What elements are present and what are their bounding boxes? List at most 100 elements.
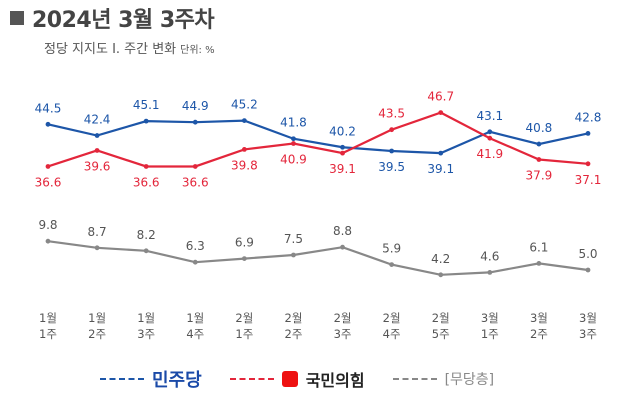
data-label-dem: 39.1: [427, 162, 454, 176]
data-label-none: 4.2: [431, 252, 450, 266]
x-tick-label: 1월 2주: [88, 311, 106, 341]
x-tick-label: 1월 4주: [186, 311, 204, 341]
data-point-none: [585, 267, 591, 273]
data-label-ppp: 36.6: [133, 175, 160, 189]
data-label-dem: 45.1: [133, 98, 160, 112]
legend-item-dem: 민주당: [100, 366, 202, 392]
data-point-none: [340, 244, 345, 250]
data-point-none: [389, 262, 395, 267]
data-point-ppp: [389, 127, 395, 133]
legend-label-none: [무당층]: [444, 372, 495, 388]
legend-line-none-icon: [392, 378, 437, 380]
chart-title-text: 2024년 3월 3주차: [32, 8, 215, 33]
data-label-ppp: 37.1: [575, 173, 602, 187]
data-label-none: 7.5: [284, 232, 303, 246]
data-point-dem: [438, 150, 444, 156]
data-label-ppp: 37.9: [526, 169, 553, 183]
x-tick-label: 2월 3주: [334, 311, 352, 341]
legend-label-ppp: 국민의힘: [305, 371, 365, 390]
data-point-none: [45, 238, 51, 244]
x-tick-label: 1월 1주: [39, 311, 57, 341]
legend-item-ppp: 국민의힘: [229, 367, 365, 391]
data-label-dem: 44.9: [182, 99, 209, 113]
data-label-ppp: 36.6: [35, 175, 62, 189]
data-label-ppp: 46.7: [427, 90, 454, 104]
data-point-ppp: [340, 150, 345, 156]
data-label-dem: 40.8: [526, 121, 553, 135]
data-label-ppp: 39.1: [329, 162, 356, 176]
data-label-ppp: 36.6: [182, 175, 209, 189]
data-point-dem: [389, 148, 395, 154]
data-label-ppp: 41.9: [476, 147, 503, 161]
data-point-none: [241, 256, 247, 261]
data-label-dem: 44.5: [35, 101, 62, 115]
data-point-none: [291, 252, 296, 258]
legend-label-dem: 민주당: [152, 370, 202, 391]
x-tick-label: 3월 1주: [481, 311, 499, 341]
chart-subtitle-text: 정당 지지도 Ⅰ. 주간 변화: [44, 42, 177, 57]
data-label-dem: 43.1: [476, 109, 503, 123]
title-bullet-icon: [10, 11, 24, 25]
data-label-dem: 40.2: [329, 124, 356, 138]
ppp-logo-icon: [281, 371, 298, 387]
data-label-ppp: 39.6: [84, 159, 111, 173]
data-label-dem: 42.4: [84, 113, 111, 127]
x-tick-label: 3월 2주: [530, 311, 548, 341]
data-label-dem: 42.8: [575, 110, 602, 124]
unit-label: 단위: %: [180, 45, 215, 56]
data-label-dem: 41.8: [280, 116, 307, 130]
data-point-ppp: [536, 157, 542, 162]
x-tick-label: 2월 5주: [432, 311, 450, 341]
data-point-none: [192, 259, 198, 265]
series-line-ppp: [47, 111, 589, 168]
x-tick-label: 3월 3주: [579, 311, 597, 341]
legend-line-dem-icon: [100, 378, 144, 380]
data-point-ppp: [487, 135, 493, 141]
legend-line-ppp-icon: [229, 378, 274, 380]
data-point-dem: [241, 118, 247, 123]
legend-item-none: [무당층]: [392, 369, 495, 389]
data-point-dem: [340, 144, 345, 150]
line-chart: 44.5 42.4 45.1 44.9 45.2 41.8 40.2 39.5 39.1 43.1…: [35, 90, 602, 341]
chart-subtitle: 정당 지지도 Ⅰ. 주간 변화 단위: %: [44, 38, 215, 57]
data-point-ppp: [192, 164, 198, 169]
data-point-none: [438, 272, 444, 278]
data-point-dem: [536, 141, 542, 147]
x-tick-label: 1월 3주: [137, 311, 155, 341]
data-label-dem: 45.2: [231, 98, 258, 112]
data-point-none: [94, 245, 100, 251]
data-label-none: 8.7: [88, 225, 107, 239]
data-label-ppp: 39.8: [231, 158, 258, 172]
series-line-none: [47, 240, 589, 276]
data-point-none: [143, 248, 149, 254]
data-label-none: 9.8: [38, 218, 57, 232]
data-point-ppp: [438, 110, 444, 115]
data-point-none: [487, 270, 493, 275]
data-point-ppp: [291, 141, 296, 146]
data-point-ppp: [94, 148, 100, 153]
data-label-dem: 39.5: [378, 160, 405, 174]
data-point-dem: [192, 119, 198, 125]
data-point-ppp: [241, 147, 247, 152]
data-point-none: [536, 261, 542, 266]
data-label-none: 5.0: [578, 247, 597, 261]
data-label-ppp: 43.5: [378, 107, 405, 121]
chart-title: 2024년 3월 3주차: [10, 2, 215, 34]
data-point-dem: [94, 133, 100, 138]
data-label-none: 8.8: [333, 224, 352, 238]
data-point-dem: [291, 136, 296, 142]
data-label-none: 6.9: [235, 236, 254, 250]
data-label-none: 6.1: [529, 240, 548, 254]
data-label-none: 4.6: [480, 249, 499, 263]
data-point-ppp: [45, 164, 51, 169]
x-tick-label: 2월 2주: [285, 311, 303, 341]
data-point-dem: [585, 131, 591, 136]
x-tick-label: 2월 1주: [235, 311, 253, 341]
series-line-dem: [47, 119, 589, 155]
data-label-none: 6.3: [186, 239, 205, 253]
data-point-ppp: [585, 161, 591, 167]
data-label-none: 5.9: [382, 242, 401, 256]
data-point-ppp: [143, 164, 149, 169]
legend: 민주당 국민의힘 [무당층]: [100, 366, 560, 392]
